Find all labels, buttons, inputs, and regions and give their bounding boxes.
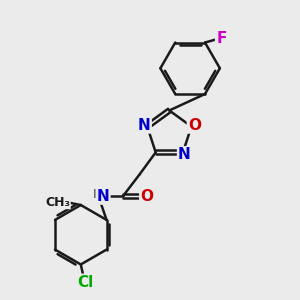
Text: CH₃: CH₃ (45, 196, 70, 208)
Text: O: O (140, 189, 153, 204)
Text: N: N (97, 189, 110, 204)
Text: Cl: Cl (77, 275, 93, 290)
Text: N: N (178, 147, 191, 162)
Text: F: F (216, 31, 226, 46)
Text: H: H (93, 188, 103, 201)
Text: O: O (188, 118, 201, 133)
Text: N: N (138, 118, 151, 133)
